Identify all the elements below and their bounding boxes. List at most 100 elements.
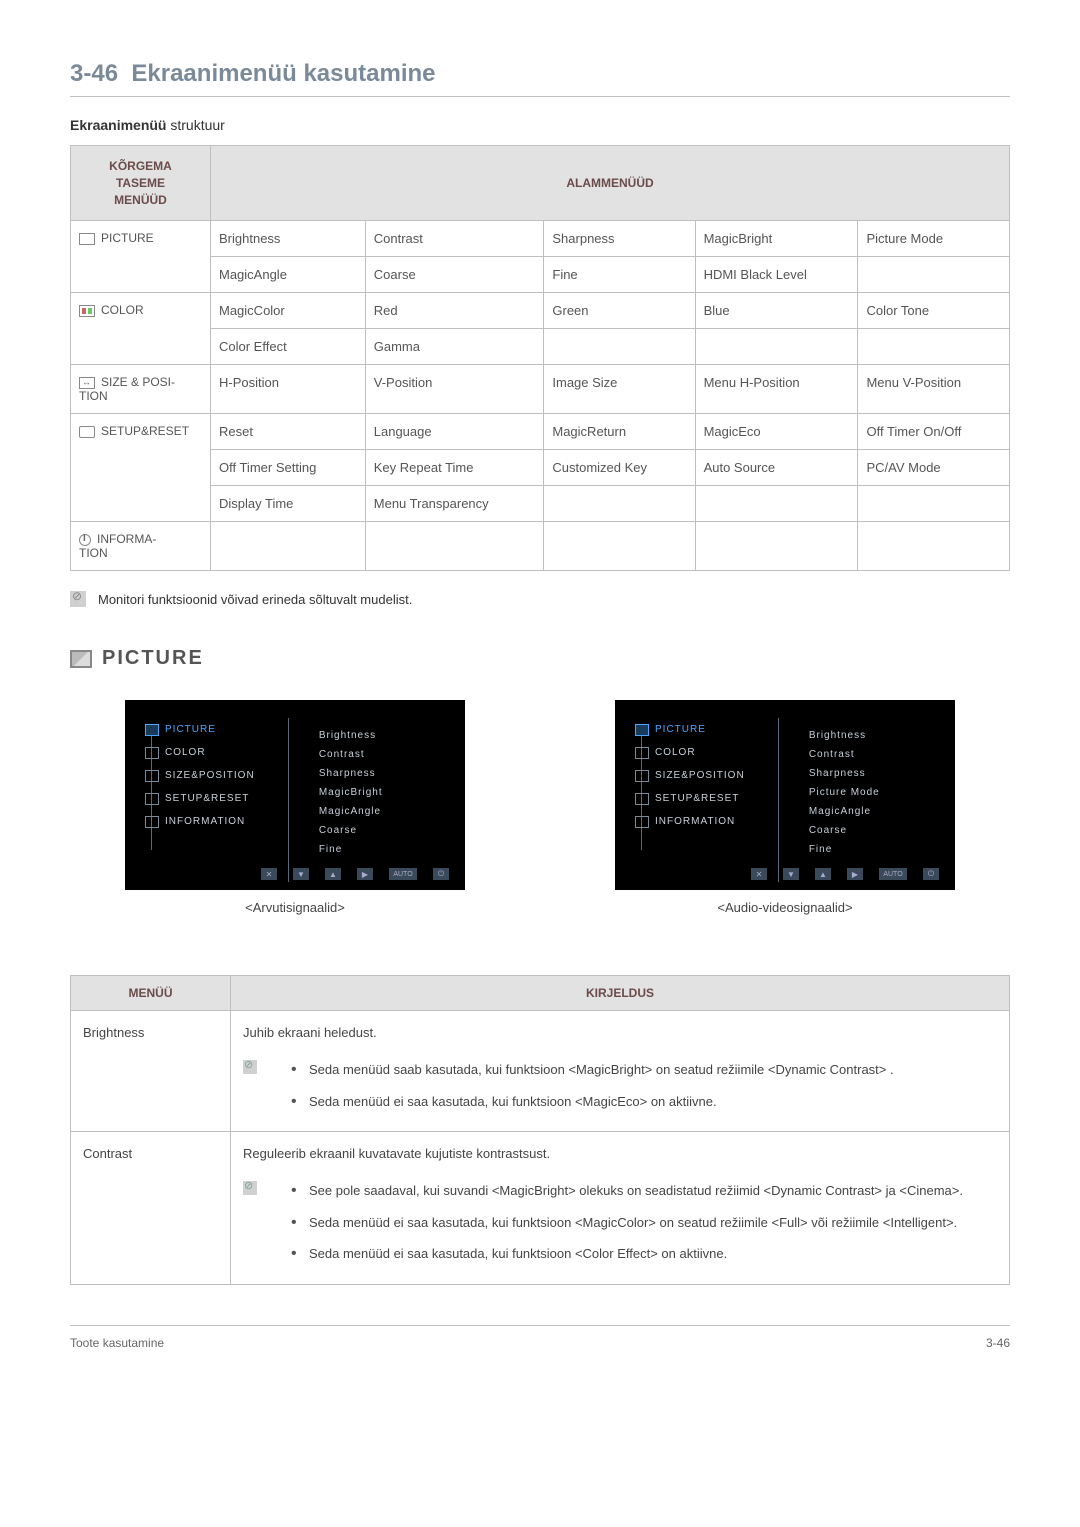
table-row: SIZE & POSI-TIONH-PositionV-PositionImag… <box>71 365 1010 414</box>
table-row: Color EffectGamma <box>71 329 1010 365</box>
submenu-cell: Off Timer Setting <box>211 450 366 486</box>
menu-structure-table: KÕRGEMA TASEME MENÜÜD ALAMMENÜÜD PICTURE… <box>70 145 1010 571</box>
contrast-note-3: Seda menüüd ei saa kasutada, kui funktsi… <box>291 1238 997 1270</box>
osd-item-setup: SETUP&RESET <box>631 787 768 810</box>
section-title-text: Ekraanimenüü kasutamine <box>131 60 435 87</box>
submenu-cell <box>695 329 858 365</box>
submenu-cell <box>544 486 695 522</box>
osd-sub-item: MagicAngle <box>319 802 449 821</box>
submenu-cell <box>544 329 695 365</box>
contrast-lead: Reguleerib ekraanil kuvatavate kujutiste… <box>243 1146 997 1161</box>
submenu-cell: MagicEco <box>695 414 858 450</box>
hl3: MENÜÜD <box>114 193 167 207</box>
hl1: KÕRGEMA <box>109 159 172 173</box>
structure-subtitle: Ekraanimenüü struktuur <box>70 117 1010 133</box>
submenu-cell: Coarse <box>365 257 544 293</box>
submenu-cell <box>858 486 1010 522</box>
footer-right: 3-46 <box>986 1336 1010 1350</box>
osd-down-icon: ▼ <box>293 868 309 880</box>
osd-main-menu: PICTURE COLOR SIZE&POSITION SETUP&RESET … <box>141 718 289 882</box>
osd-sub-item: Fine <box>319 840 449 859</box>
submenu-cell: Off Timer On/Off <box>858 414 1010 450</box>
menu-category-cell: SIZE & POSI-TION <box>71 365 211 414</box>
table-row: COLORMagicColorRedGreenBlueColor Tone <box>71 293 1010 329</box>
note-row: Monitori funktsioonid võivad erineda sõl… <box>70 591 1010 607</box>
submenu-cell: Key Repeat Time <box>365 450 544 486</box>
submenu-cell: Blue <box>695 293 858 329</box>
osd-button-bar: ✕ ▼ ▲ ▶ AUTO ⏻ <box>141 866 449 882</box>
osd-close-icon: ✕ <box>261 868 277 880</box>
submenu-cell: Image Size <box>544 365 695 414</box>
osd-down-icon: ▼ <box>783 868 799 880</box>
setup-reset-icon <box>79 426 95 438</box>
brightness-note-2: Seda menüüd ei saa kasutada, kui funktsi… <box>291 1086 997 1118</box>
osd-screenshot-av: PICTURE COLOR SIZE&POSITION SETUP&RESET … <box>615 700 955 890</box>
osd-sub-item: Contrast <box>319 745 449 764</box>
submenu-cell: MagicColor <box>211 293 366 329</box>
submenu-cell <box>858 522 1010 571</box>
table-row: MagicAngleCoarseFineHDMI Black Level <box>71 257 1010 293</box>
osd-right-icon: ▶ <box>847 868 863 880</box>
osd-left-block: PICTURE COLOR SIZE&POSITION SETUP&RESET … <box>125 700 465 915</box>
osd-up-icon: ▲ <box>325 868 341 880</box>
osd-item-size: SIZE&POSITION <box>141 764 278 787</box>
submenu-cell: Menu V-Position <box>858 365 1010 414</box>
table-row: Brightness Juhib ekraani heledust. Seda … <box>71 1011 1010 1132</box>
osd-sub-item: Brightness <box>809 726 939 745</box>
osd-right-icon: ▶ <box>357 868 373 880</box>
osd-item-picture: PICTURE <box>631 718 768 741</box>
osd-right-block: PICTURE COLOR SIZE&POSITION SETUP&RESET … <box>615 700 955 915</box>
brightness-lead: Juhib ekraani heledust. <box>243 1025 997 1040</box>
osd-button-bar: ✕ ▼ ▲ ▶ AUTO ⏻ <box>631 866 939 882</box>
size-position-icon <box>79 377 95 389</box>
submenu-cell: Language <box>365 414 544 450</box>
struct-header-left: KÕRGEMA TASEME MENÜÜD <box>71 146 211 221</box>
desc-header-menu: MENÜÜ <box>71 976 231 1011</box>
osd-sub-item: Sharpness <box>319 764 449 783</box>
menu-category-cell: COLOR <box>71 293 211 365</box>
osd-caption-left: <Arvutisignaalid> <box>125 900 465 915</box>
submenu-cell <box>695 522 858 571</box>
osd-sub-item: Picture Mode <box>809 783 939 802</box>
osd-sub-item: Sharpness <box>809 764 939 783</box>
osd-screenshots-row: PICTURE COLOR SIZE&POSITION SETUP&RESET … <box>70 700 1010 915</box>
submenu-cell: Menu Transparency <box>365 486 544 522</box>
osd-up-icon: ▲ <box>815 868 831 880</box>
desc-cell: Juhib ekraani heledust. Seda menüüd saab… <box>231 1011 1010 1132</box>
submenu-cell: PC/AV Mode <box>858 450 1010 486</box>
submenu-cell: Menu H-Position <box>695 365 858 414</box>
subtitle-rest: struktuur <box>166 117 224 133</box>
osd-auto-icon: AUTO <box>879 868 907 880</box>
table-row: Display TimeMenu Transparency <box>71 486 1010 522</box>
submenu-cell: MagicReturn <box>544 414 695 450</box>
submenu-cell: Sharpness <box>544 221 695 257</box>
submenu-cell <box>695 486 858 522</box>
submenu-cell: MagicBright <box>695 221 858 257</box>
desc-header-desc: KIRJELDUS <box>231 976 1010 1011</box>
page-footer: Toote kasutamine 3-46 <box>70 1325 1010 1350</box>
submenu-cell: Color Tone <box>858 293 1010 329</box>
osd-sub-item: Brightness <box>319 726 449 745</box>
picture-icon <box>70 650 92 668</box>
submenu-cell: Red <box>365 293 544 329</box>
osd-screenshot-computer: PICTURE COLOR SIZE&POSITION SETUP&RESET … <box>125 700 465 890</box>
hl2: TASEME <box>116 176 165 190</box>
menu-category-cell: PICTURE <box>71 221 211 293</box>
submenu-cell: Color Effect <box>211 329 366 365</box>
submenu-cell <box>365 522 544 571</box>
osd-sub-item: Coarse <box>319 821 449 840</box>
note-icon <box>70 591 86 607</box>
picture-heading: PICTURE <box>70 647 1010 670</box>
desc-menu-brightness: Brightness <box>71 1011 231 1132</box>
struct-header-right: ALAMMENÜÜD <box>211 146 1010 221</box>
osd-item-color: COLOR <box>631 741 768 764</box>
subtitle-bold: Ekraanimenüü <box>70 117 166 133</box>
information-icon <box>79 534 91 546</box>
osd-item-color: COLOR <box>141 741 278 764</box>
submenu-cell: Picture Mode <box>858 221 1010 257</box>
section-title: 3-46 Ekraanimenüü kasutamine <box>70 60 1010 97</box>
table-row: SETUP&RESETResetLanguageMagicReturnMagic… <box>71 414 1010 450</box>
osd-auto-icon: AUTO <box>389 868 417 880</box>
desc-menu-contrast: Contrast <box>71 1132 231 1285</box>
color-icon <box>79 305 95 317</box>
